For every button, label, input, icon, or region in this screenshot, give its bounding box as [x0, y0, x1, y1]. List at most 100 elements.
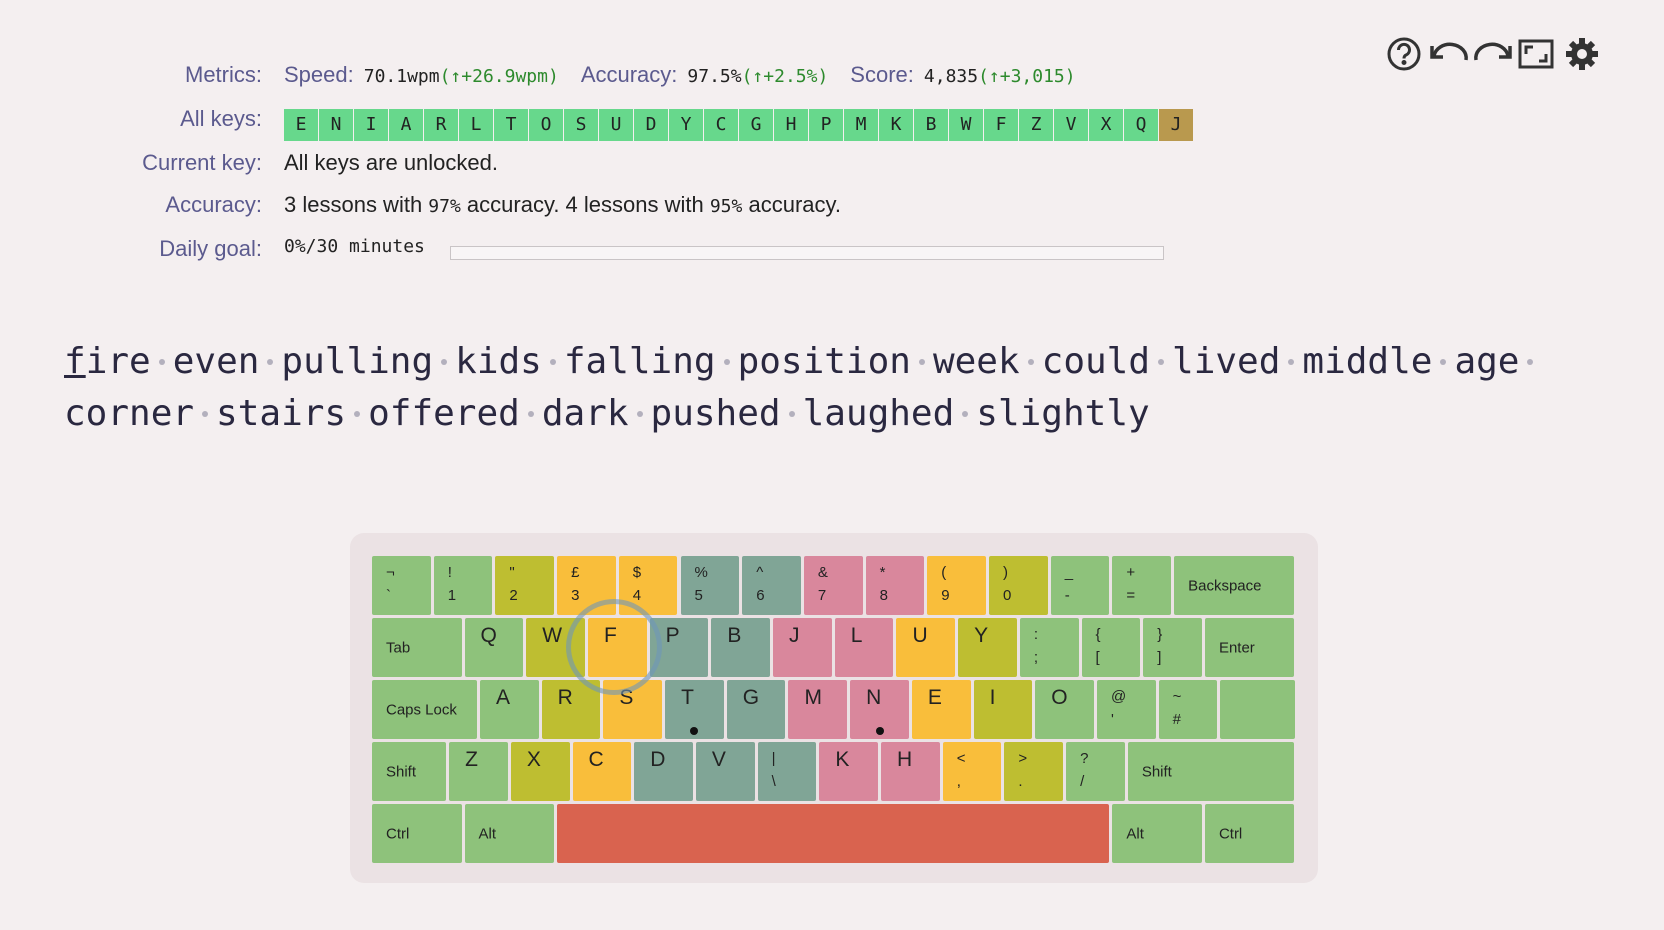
key-label: '	[1110, 711, 1114, 728]
undo-button[interactable]	[1430, 42, 1468, 61]
redo-button[interactable]	[1474, 42, 1512, 61]
key-label: T	[681, 686, 694, 709]
key-chip: U	[599, 109, 633, 141]
word: fire	[64, 336, 173, 388]
key-label: 1	[447, 587, 457, 604]
key: U	[896, 618, 956, 677]
daily_goal-row: 0%/30 minutes	[284, 236, 425, 257]
metric-delta: (↑+26.9wpm)	[439, 66, 559, 87]
metric-value: 4,835	[923, 66, 979, 87]
key: K	[819, 742, 878, 801]
key-label: [	[1095, 649, 1100, 666]
key-label: ]	[1157, 649, 1162, 666]
key: ^ 6	[742, 556, 801, 615]
key-name: Shift	[1141, 763, 1172, 780]
key-shift-label: $	[632, 564, 642, 581]
key: & 7	[803, 556, 863, 615]
key: L	[834, 618, 894, 677]
word: middle	[1302, 336, 1454, 388]
key: J	[773, 618, 832, 677]
metric-label: Score:	[850, 62, 914, 87]
key: O	[1035, 680, 1094, 739]
key-chip: H	[774, 109, 808, 141]
key-label: H	[897, 748, 913, 771]
key-label: ;	[1033, 649, 1039, 666]
space-marker	[549, 359, 556, 365]
key: ? /	[1066, 742, 1125, 801]
key-name: Ctrl	[1218, 825, 1243, 842]
key: R	[541, 680, 601, 739]
key-label: M	[804, 686, 822, 709]
metric-delta: (↑+2.5%)	[741, 66, 829, 87]
key: ¬ `	[372, 556, 431, 615]
key: I	[973, 680, 1033, 739]
key-chip: O	[529, 109, 563, 141]
word: dark	[542, 388, 651, 440]
help-button[interactable]	[1387, 37, 1421, 71]
key: ) 0	[989, 556, 1048, 615]
key-shift-label: |	[771, 750, 776, 767]
key-shift-label: }	[1157, 626, 1163, 643]
key-label: 4	[632, 587, 642, 604]
key-chip: G	[739, 109, 773, 141]
metric-delta: (↑+3,015)	[978, 66, 1076, 87]
key: @ '	[1096, 680, 1156, 739]
key: <,	[942, 742, 1002, 801]
space-marker	[1158, 359, 1165, 365]
key-label: K	[835, 748, 850, 771]
key-label: W	[542, 624, 563, 647]
key: Ctrl	[1204, 804, 1295, 863]
key-chip: S	[564, 109, 598, 141]
key-chip: X	[1089, 109, 1123, 141]
key: Tab	[372, 618, 462, 677]
key-shift-label: {	[1095, 626, 1101, 643]
lesson-text: fire even pulling kids falling position week co…	[64, 336, 1604, 440]
settings-button[interactable]	[1566, 38, 1598, 70]
metric-label: Speed:	[284, 62, 354, 87]
focus-ring	[565, 599, 662, 695]
key-label: C	[588, 748, 604, 771]
accuracy-text: accuracy. 4 lessons with	[460, 192, 710, 217]
space-marker	[962, 411, 969, 417]
space-marker	[441, 359, 448, 365]
key: + =	[1112, 556, 1172, 615]
word-text: middle	[1302, 341, 1433, 382]
word: kids	[455, 336, 564, 388]
row-label: Metrics:	[185, 62, 262, 87]
space-marker	[202, 411, 209, 417]
key-label: 0	[1003, 587, 1012, 604]
home-dot	[690, 727, 699, 735]
key-chip: M	[844, 109, 878, 141]
key-chip: E	[284, 109, 318, 141]
key-label: Y	[974, 624, 989, 647]
key: V	[695, 742, 755, 801]
word-text: dark	[541, 393, 629, 434]
key-shift-label: %	[694, 564, 708, 581]
key	[1220, 680, 1295, 739]
key-chip: P	[809, 109, 843, 141]
toolbar	[1387, 37, 1598, 71]
key-shift-label: £	[571, 564, 580, 581]
key-chip: L	[459, 109, 493, 141]
word-text: fire	[64, 341, 151, 382]
key-shift-label: @	[1110, 688, 1127, 705]
key-chip: F	[984, 109, 1018, 141]
key: G	[726, 680, 786, 739]
key-shift-label: _	[1064, 564, 1074, 581]
word-text: laughed	[802, 393, 955, 434]
fullscreen-button[interactable]	[1518, 39, 1554, 69]
word: corner	[64, 388, 216, 440]
key-label: 6	[756, 587, 765, 604]
word: position	[738, 336, 933, 388]
key-label: O	[1051, 686, 1068, 709]
key-label: 9	[941, 587, 950, 604]
word-text: position	[737, 341, 911, 382]
row-label: Accuracy:	[165, 192, 262, 217]
key: £3	[557, 556, 616, 615]
key: Shift	[372, 742, 447, 801]
key: ! 1	[433, 556, 493, 615]
key: H	[881, 742, 940, 801]
key: (9	[927, 556, 986, 615]
space-marker	[918, 359, 925, 365]
